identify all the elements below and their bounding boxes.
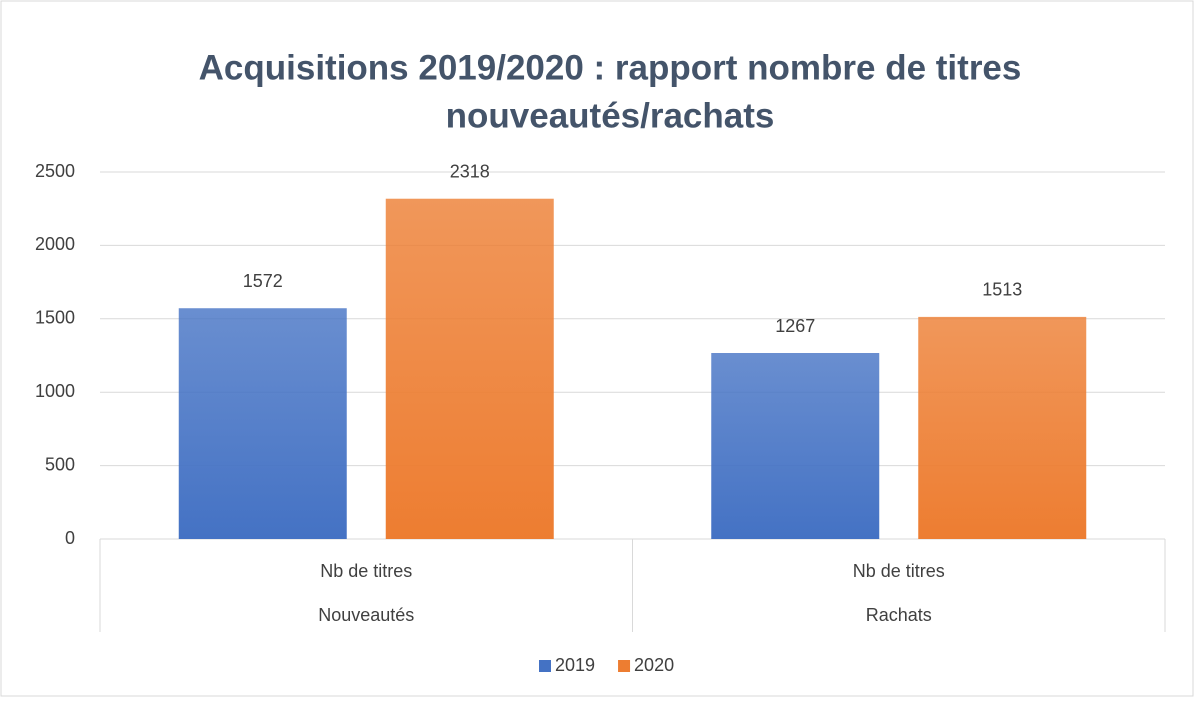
data-label: 1572	[243, 271, 283, 291]
chart-title: nouveautés/rachats	[446, 96, 775, 135]
legend-swatch	[539, 660, 551, 672]
data-label: 1513	[982, 280, 1022, 300]
bar	[178, 308, 347, 539]
x-tick-label: Nb de titres	[320, 561, 412, 581]
bar	[711, 353, 880, 539]
legend-label: 2020	[634, 655, 674, 675]
y-tick-label: 1500	[35, 308, 75, 328]
y-tick-label: 500	[45, 454, 75, 474]
y-tick-label: 0	[65, 528, 75, 548]
y-tick-label: 1000	[35, 381, 75, 401]
group-label: Rachats	[866, 605, 932, 625]
data-label: 2318	[450, 161, 490, 181]
legend-swatch	[618, 660, 631, 672]
y-tick-label: 2000	[35, 234, 75, 254]
bar	[918, 316, 1087, 539]
x-tick-label: Nb de titres	[853, 561, 945, 581]
data-label: 1267	[775, 316, 815, 336]
y-tick-label: 2500	[35, 161, 75, 181]
legend-label: 2019	[555, 655, 595, 675]
chart-title: Acquisitions 2019/2020 : rapport nombre …	[199, 48, 1022, 87]
group-label: Nouveautés	[318, 605, 414, 625]
bar	[385, 198, 554, 540]
